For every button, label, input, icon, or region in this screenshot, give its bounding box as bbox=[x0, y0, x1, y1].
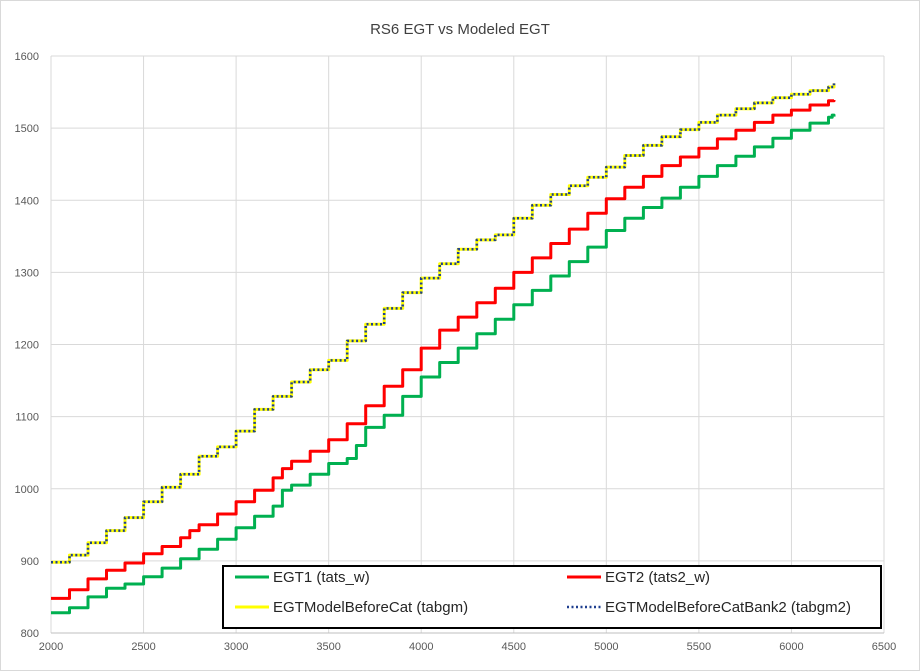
x-tick-label: 2500 bbox=[131, 641, 155, 653]
x-tick-label: 6500 bbox=[872, 641, 896, 653]
x-tick-label: 3500 bbox=[316, 641, 340, 653]
y-tick-label: 800 bbox=[21, 628, 39, 640]
legend: EGT1 (tats_w) EGT2 (tats2_w) EGTModelBefor… bbox=[222, 565, 882, 629]
series-layer bbox=[51, 83, 836, 615]
y-tick-label: 1500 bbox=[15, 123, 39, 135]
y-tick-label: 1400 bbox=[15, 195, 39, 207]
y-tick-label: 1200 bbox=[15, 340, 39, 352]
x-tick-label: 4500 bbox=[502, 641, 526, 653]
legend-label-2: EGT2 (tats2_w) bbox=[605, 569, 710, 586]
x-tick-label: 2000 bbox=[39, 641, 63, 653]
series-line-1 bbox=[51, 113, 836, 615]
x-tick-label: 5500 bbox=[687, 641, 711, 653]
series-line-4 bbox=[51, 83, 836, 564]
x-tick-label: 4000 bbox=[409, 641, 433, 653]
y-tick-label: 1300 bbox=[15, 267, 39, 279]
grid-layer bbox=[50, 55, 885, 634]
series-line-3 bbox=[51, 83, 836, 564]
x-tick-label: 3000 bbox=[224, 641, 248, 653]
chart-title: RS6 EGT vs Modeled EGT bbox=[370, 21, 550, 38]
legend-box bbox=[222, 565, 882, 629]
x-tick-label: 5000 bbox=[594, 641, 618, 653]
series-line-2 bbox=[51, 99, 836, 600]
y-tick-label: 900 bbox=[21, 556, 39, 568]
legend-label-4: EGTModelBeforeCatBank2 (tabgm2) bbox=[605, 599, 851, 616]
y-tick-label: 1600 bbox=[15, 51, 39, 63]
legend-label-3: EGTModelBeforeCat (tabgm) bbox=[273, 599, 468, 616]
legend-label-1: EGT1 (tats_w) bbox=[273, 569, 370, 586]
y-tick-label: 1100 bbox=[15, 412, 39, 424]
axis-labels: 2000 2500 3000 3500 4000 4500 5000 5500 6000 6500… bbox=[15, 51, 897, 653]
x-tick-label: 6000 bbox=[779, 641, 803, 653]
y-tick-label: 1000 bbox=[15, 484, 39, 496]
